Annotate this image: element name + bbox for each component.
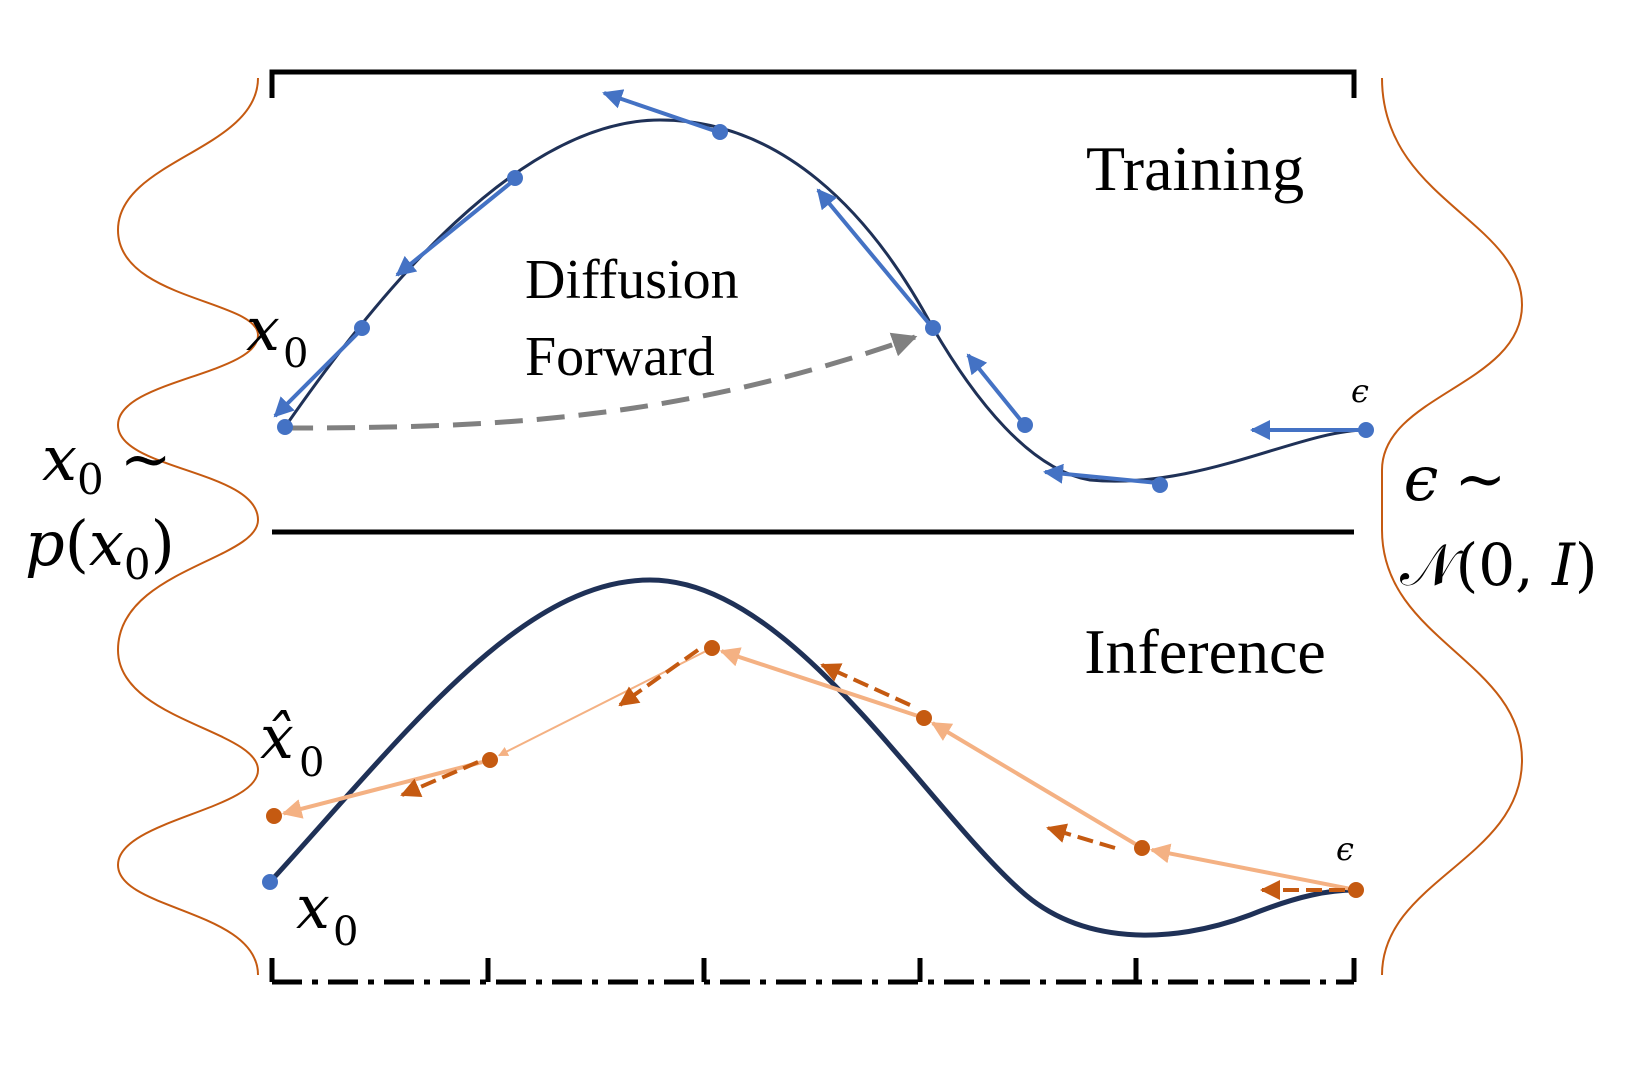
inference-epsilon-label: ϵ [1336,830,1354,868]
inference-point [704,640,720,656]
noise-dist-close: ) [1575,531,1598,599]
noise-distribution-label: ϵ ~ 𝒩(0, I) [1400,442,1598,599]
training-point [1152,477,1168,493]
training-x0-subscript: 0 [283,331,308,377]
training-x0-label: x 0 [246,295,308,377]
inference-x0hat-label: x̂ 0 [260,703,324,786]
data-dist-var: x [42,422,77,495]
inference-x0-subscript: 0 [333,909,358,955]
training-points [277,124,1374,493]
sampling-step-arrow-icon [281,760,483,819]
inference-timeline [269,958,1357,985]
forward-dashed-arrow [284,332,918,431]
velocity-arrow-icon [395,179,515,277]
data-dist-close: ) [151,507,175,580]
data-dist-fn: p [25,507,65,580]
training-trajectory-curve [283,118,1367,483]
svg-text:ϵ~: ϵ ~ [1404,442,1507,515]
diffusion-forward-line1: Diffusion [525,249,739,311]
inference-points [262,640,1364,898]
sampling-step-arrow-icon [930,721,1137,846]
inference-x0-var: x [296,873,330,943]
predicted-velocity-arrow-icon [820,663,911,707]
training-point [277,419,293,435]
data-dist-arg: x [89,507,124,580]
svg-text:𝒩(0, I): 𝒩(0, I) [1400,531,1598,599]
inference-title: Inference [1084,616,1326,687]
training-x0-var: x [246,295,280,365]
velocity-arrow-icon [273,329,362,418]
noise-dist-args: (0, [1456,531,1552,599]
training-point [1358,422,1374,438]
svg-text:p(x0): p(x0) [25,507,175,589]
svg-text:x0~: x0 ~ [42,422,172,504]
noise-dist-identity: I [1551,531,1576,599]
diffusion-forward-line2: Forward [525,326,715,388]
inference-velocity-arrows [400,648,1345,900]
inference-x0-label: x 0 [296,873,358,955]
training-point [925,320,941,336]
data-dist-open: ( [65,507,89,580]
noise-dist-fn: 𝒩 [1400,531,1464,599]
training-point [354,320,370,336]
data-distribution-label: x0 ~ p(x0) [25,422,175,589]
training-point [1017,417,1033,433]
training-top-bracket [269,69,1357,98]
training-arrows [273,89,1364,485]
inference-x0-point [262,874,278,890]
inference-point [266,808,282,824]
inference-point [1134,840,1150,856]
inference-point [1348,882,1364,898]
training-epsilon-label: ϵ [1351,372,1369,410]
inference-trajectory-curve [268,577,1357,938]
training-point [712,124,728,140]
inference-point [916,710,932,726]
sampling-step-arrow-icon [1149,843,1349,891]
noise-dist-var: ϵ [1404,442,1439,515]
velocity-arrow-icon [602,89,719,134]
predicted-velocity-arrow-icon [1046,823,1116,850]
training-title: Training [1086,133,1304,204]
predicted-velocity-arrow-icon [618,648,700,707]
right-gaussian-curve [1381,77,1524,976]
training-point [507,170,523,186]
data-dist-tilde: ~ [120,422,172,495]
noise-dist-tilde: ~ [1454,442,1506,515]
velocity-arrow-icon [816,188,933,328]
velocity-arrow-icon [966,353,1025,425]
data-dist-arg-sub: 0 [124,540,151,589]
inference-x0hat-var: x̂ [260,703,294,773]
predicted-velocity-arrow-icon [400,760,479,798]
left-gaussian-curve [116,77,260,976]
inference-point [482,752,498,768]
training-frame [269,69,1357,535]
inference-x0hat-subscript: 0 [299,740,324,786]
sampling-step-arrow-icon [719,647,918,718]
data-dist-sub: 0 [77,455,104,504]
velocity-arrow-icon [1043,463,1159,485]
